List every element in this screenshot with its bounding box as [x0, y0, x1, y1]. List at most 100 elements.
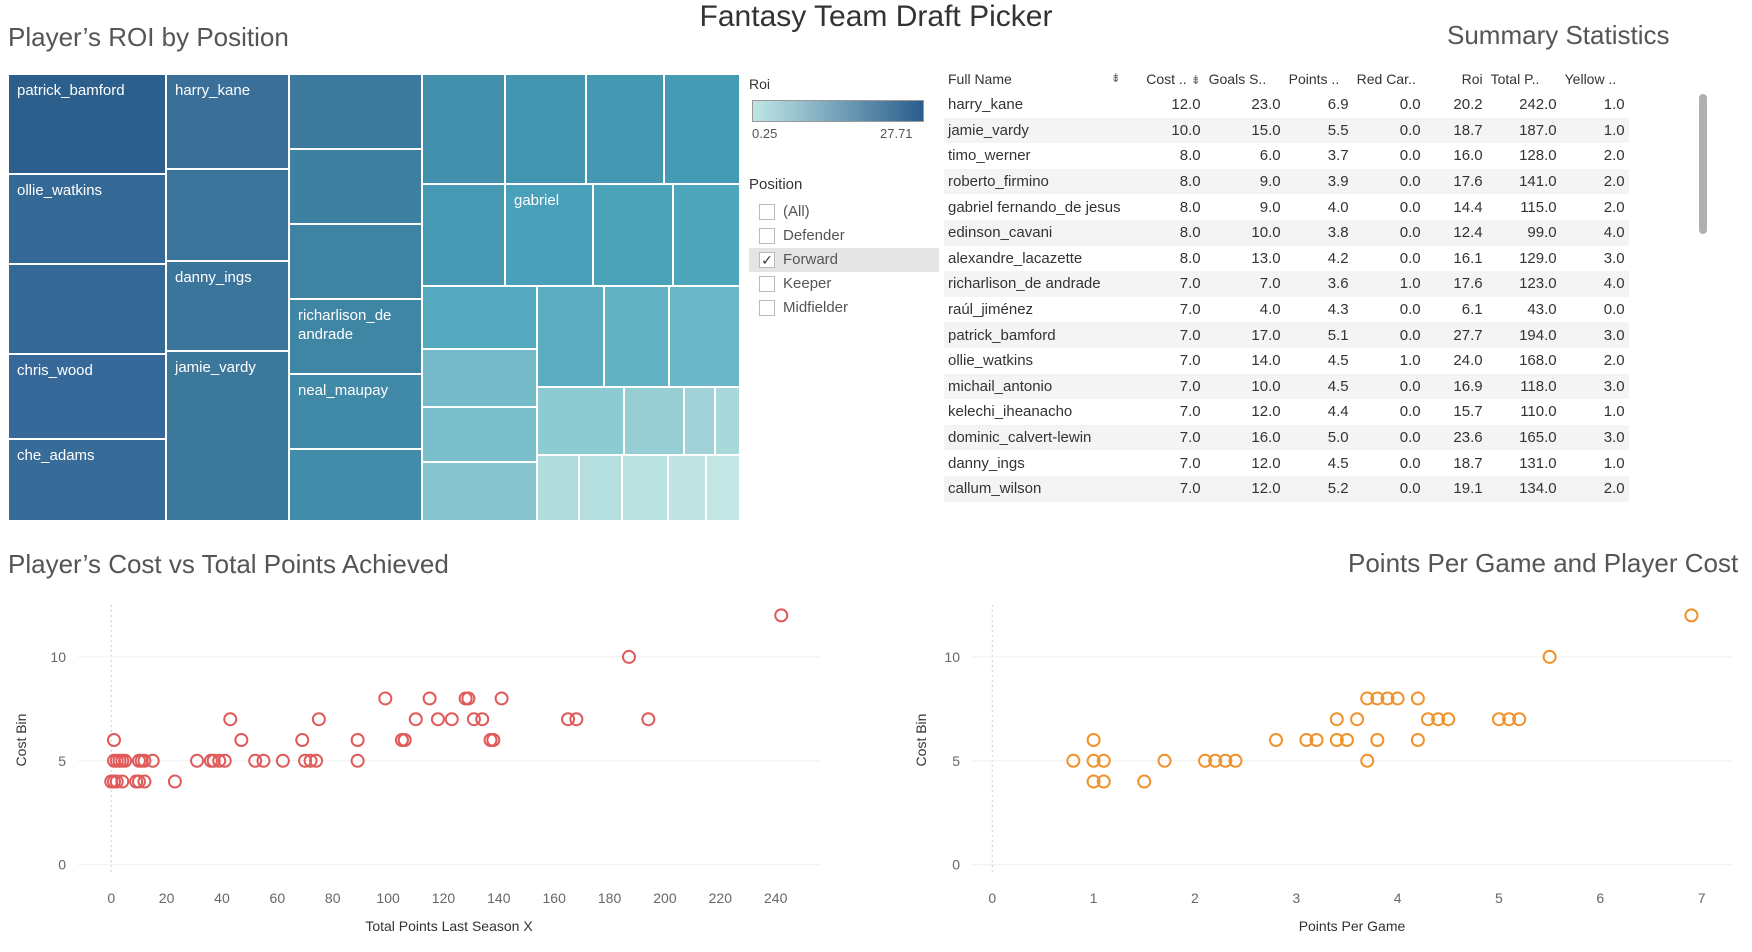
- data-point[interactable]: [212, 753, 227, 768]
- treemap-cell[interactable]: [586, 74, 664, 184]
- checkbox[interactable]: [759, 204, 775, 220]
- data-point[interactable]: [466, 712, 481, 727]
- data-point[interactable]: [248, 753, 263, 768]
- table-row[interactable]: patrick_bamford 7.0 17.0 5.1 0.0 27.7 194.0 3.0: [944, 322, 1629, 348]
- filter-option-defender[interactable]: Defender: [749, 224, 939, 248]
- data-point[interactable]: [1299, 733, 1314, 747]
- treemap-cell[interactable]: [684, 387, 715, 455]
- data-point[interactable]: [1512, 712, 1527, 727]
- data-point[interactable]: [109, 774, 124, 789]
- table-row[interactable]: timo_werner 8.0 6.0 3.7 0.0 16.0 128.0 2.0: [944, 143, 1629, 169]
- treemap-cell[interactable]: chris_wood: [8, 354, 166, 439]
- data-point[interactable]: [1370, 691, 1385, 706]
- table-row[interactable]: dominic_calvert-lewin 7.0 16.0 5.0 0.0 23.6 16…: [944, 424, 1629, 451]
- data-point[interactable]: [137, 774, 152, 789]
- treemap-cell[interactable]: [673, 184, 740, 286]
- treemap-cell[interactable]: [579, 455, 622, 521]
- column-header-points[interactable]: Points ..: [1288, 71, 1340, 87]
- treemap-cell[interactable]: danny_ings: [166, 261, 289, 351]
- data-point[interactable]: [275, 753, 290, 768]
- data-point[interactable]: [118, 753, 133, 768]
- treemap-cell[interactable]: [537, 286, 604, 387]
- treemap-cell[interactable]: [706, 455, 740, 521]
- data-point[interactable]: [1329, 712, 1344, 727]
- data-point[interactable]: [1096, 774, 1111, 789]
- data-point[interactable]: [444, 712, 459, 727]
- data-point[interactable]: [131, 774, 146, 789]
- ppg-vs-cost-scatter[interactable]: 0 1 2 3 4 5 6 7 0 5 10 Points Per Game Cost Bin: [900, 585, 1752, 952]
- data-point[interactable]: [1137, 774, 1152, 789]
- data-point[interactable]: [397, 733, 412, 747]
- scrollbar-thumb[interactable]: [1699, 94, 1707, 234]
- column-header-yellow[interactable]: Yellow ..: [1564, 71, 1617, 87]
- filter-option-midfielder[interactable]: Midfielder: [749, 296, 939, 320]
- column-header-goals[interactable]: Goals S..: [1208, 71, 1267, 87]
- checkbox[interactable]: [759, 276, 775, 292]
- treemap-cell[interactable]: [422, 462, 537, 521]
- data-point[interactable]: [1086, 774, 1101, 789]
- treemap-cell[interactable]: [8, 264, 166, 354]
- data-point[interactable]: [422, 691, 437, 706]
- treemap-cell[interactable]: [289, 149, 422, 224]
- treemap-cell[interactable]: [664, 74, 740, 184]
- table-row[interactable]: raúl_jiménez 7.0 4.0 4.3 0.0 6.1 43.0 0.0: [944, 297, 1629, 323]
- data-point[interactable]: [106, 733, 121, 747]
- data-point[interactable]: [1096, 753, 1111, 768]
- data-point[interactable]: [1441, 712, 1456, 727]
- data-point[interactable]: [1208, 753, 1223, 768]
- data-point[interactable]: [569, 712, 584, 727]
- treemap-cell[interactable]: [422, 184, 505, 286]
- table-row[interactable]: harry_kane 12.0 23.0 6.9 0.0 20.2 242.0 1.0: [944, 92, 1629, 118]
- checkbox-checked-icon[interactable]: ✓: [759, 252, 775, 268]
- column-header-total-points[interactable]: Total P..: [1490, 71, 1540, 87]
- treemap-cell[interactable]: [715, 387, 740, 455]
- table-row[interactable]: alexandre_lacazette 8.0 13.0 4.2 0.0 16.1 129.…: [944, 246, 1629, 272]
- data-point[interactable]: [1421, 712, 1435, 727]
- treemap-cell[interactable]: [166, 169, 289, 261]
- roi-treemap[interactable]: patrick_bamford ollie_watkins chris_wood ch…: [8, 74, 740, 521]
- treemap-cell[interactable]: [604, 286, 669, 387]
- data-point[interactable]: [1269, 733, 1283, 747]
- data-point[interactable]: [1370, 733, 1385, 747]
- data-point[interactable]: [494, 691, 509, 706]
- checkbox[interactable]: [759, 300, 775, 316]
- data-point[interactable]: [234, 733, 249, 747]
- data-point[interactable]: [350, 753, 365, 768]
- table-scrollbar[interactable]: [1697, 94, 1709, 514]
- treemap-cell[interactable]: [422, 349, 537, 407]
- treemap-cell[interactable]: ollie_watkins: [8, 174, 166, 264]
- data-point[interactable]: [1198, 753, 1213, 768]
- table-row[interactable]: roberto_firmino 8.0 9.0 3.9 0.0 17.6 141.0 2.0: [944, 168, 1629, 195]
- treemap-cell[interactable]: richarlison_de andrade: [289, 299, 422, 374]
- data-point[interactable]: [350, 733, 365, 747]
- column-header-roi[interactable]: Roi: [1461, 71, 1483, 87]
- filter-option-keeper[interactable]: Keeper: [749, 272, 939, 296]
- data-point[interactable]: [217, 753, 232, 768]
- treemap-cell[interactable]: [669, 286, 740, 387]
- treemap-cell[interactable]: patrick_bamford: [8, 74, 166, 174]
- table-row[interactable]: ollie_watkins 7.0 14.0 4.5 1.0 24.0 168.0 2.0: [944, 348, 1629, 374]
- table-row[interactable]: edinson_cavani 8.0 10.0 3.8 0.0 12.4 99.0 4.0: [944, 219, 1629, 246]
- treemap-cell[interactable]: [422, 74, 505, 184]
- data-point[interactable]: [309, 753, 324, 768]
- data-point[interactable]: [621, 649, 636, 664]
- data-point[interactable]: [1309, 733, 1324, 747]
- data-point[interactable]: [256, 753, 271, 768]
- data-point[interactable]: [1390, 691, 1405, 706]
- table-row[interactable]: kelechi_iheanacho 7.0 12.0 4.4 0.0 15.7 110.0 1…: [944, 399, 1629, 425]
- sort-icon[interactable]: ⇟: [1190, 73, 1201, 87]
- data-point[interactable]: [145, 753, 160, 768]
- cost-vs-points-scatter[interactable]: 0 20 40 60 80 100 120 140 160 180 200 220 240 0 5 10 Tot…: [0, 585, 840, 952]
- data-point[interactable]: [1410, 691, 1425, 706]
- table-row[interactable]: callum_wilson 7.0 12.0 5.2 0.0 19.1 134.0 2.0: [944, 475, 1629, 502]
- treemap-cell[interactable]: [593, 184, 673, 286]
- treemap-cell[interactable]: [289, 74, 422, 149]
- treemap-cell[interactable]: [289, 449, 422, 521]
- data-point[interactable]: [137, 753, 152, 768]
- treemap-cell[interactable]: che_adams: [8, 439, 166, 521]
- data-point[interactable]: [1228, 753, 1243, 768]
- table-row[interactable]: gabriel fernando_de jesus 8.0 9.0 4.0 0.0 14.…: [944, 194, 1629, 220]
- data-point[interactable]: [1086, 733, 1101, 747]
- filter-option-all[interactable]: (All): [749, 200, 939, 224]
- data-point[interactable]: [115, 774, 130, 789]
